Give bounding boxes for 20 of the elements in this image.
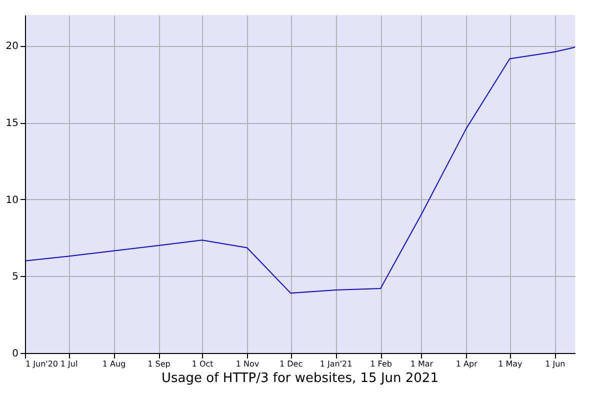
y-tick-label: 15 bbox=[6, 118, 18, 130]
x-tick-label: 1 Jan'21 bbox=[320, 360, 352, 368]
x-tick-label: 1 Feb bbox=[370, 360, 392, 368]
x-tick-label: 1 Jun'20 bbox=[26, 360, 58, 368]
x-tick-label: 1 Mar bbox=[410, 360, 434, 368]
x-tick-label: 1 Jun bbox=[545, 360, 566, 368]
x-tick-label: 1 Dec bbox=[280, 360, 303, 368]
y-tick-label: 10 bbox=[6, 194, 18, 206]
y-tick-label: 5 bbox=[12, 272, 18, 283]
x-tick-label: 1 Nov bbox=[236, 360, 260, 368]
x-tick-label: 1 Apr bbox=[456, 360, 478, 368]
x-tick-label: 1 Aug bbox=[102, 360, 126, 368]
line-series bbox=[24, 46, 576, 294]
x-tick-label: 1 Oct bbox=[192, 360, 214, 368]
x-tick-label: 1 May bbox=[498, 360, 523, 368]
text: Usage of HTTP/3 for websites, 15 Jun 2021 bbox=[162, 371, 438, 386]
y-tick-label: 20 bbox=[6, 41, 18, 52]
x-tick-label: 1 Sep bbox=[148, 360, 170, 368]
y-tick-label: 0 bbox=[12, 348, 18, 360]
x-tick-label: 1 Jul bbox=[60, 360, 78, 368]
